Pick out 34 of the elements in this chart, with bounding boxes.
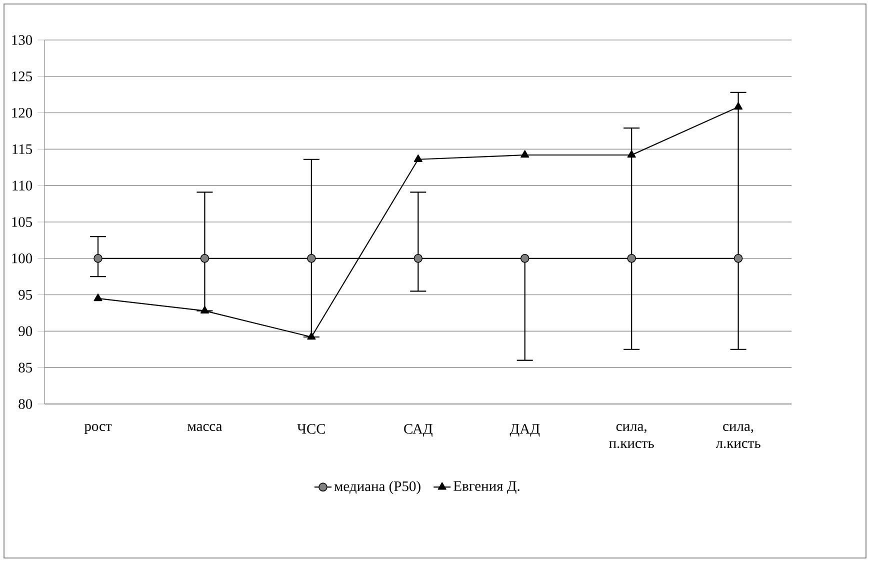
- point: [414, 154, 422, 162]
- legend-label: медиана (P50): [334, 480, 420, 494]
- y-tick-label: 90: [18, 326, 32, 336]
- point: [307, 332, 316, 340]
- y-tick-label: 130: [12, 35, 32, 45]
- point: [94, 254, 102, 263]
- point: [200, 306, 210, 314]
- x-tick-label: ДАД: [510, 424, 540, 437]
- point: [200, 254, 210, 263]
- point: [627, 254, 636, 263]
- y-tick-label: 100: [12, 253, 32, 264]
- y-tick-label: 95: [18, 290, 32, 300]
- x-tick-label: ЧСС: [297, 424, 326, 434]
- y-tick-label: 125: [12, 72, 32, 82]
- x-tick-label: сила, п.кисть: [609, 424, 654, 448]
- y-tick-label: 115: [12, 144, 32, 154]
- point: [734, 254, 743, 263]
- point: [734, 102, 743, 110]
- point: [94, 294, 102, 302]
- point: [520, 150, 530, 158]
- point: [414, 254, 423, 263]
- y-tick-label: 110: [12, 180, 32, 190]
- y-tick-label: 85: [18, 362, 32, 372]
- y-tick-label: 80: [18, 399, 32, 409]
- legend-label: Евгения Д.: [454, 481, 520, 494]
- x-tick-label: масса: [188, 424, 222, 431]
- x-tick-label: сила, л.кисть: [716, 424, 760, 448]
- point: [627, 150, 636, 158]
- x-tick-label: рост: [84, 424, 112, 434]
- y-tick-label: 120: [12, 108, 32, 118]
- y-tick-label: 105: [12, 217, 32, 227]
- point: [307, 254, 316, 263]
- point: [520, 254, 530, 263]
- x-tick-label: САД: [404, 424, 432, 437]
